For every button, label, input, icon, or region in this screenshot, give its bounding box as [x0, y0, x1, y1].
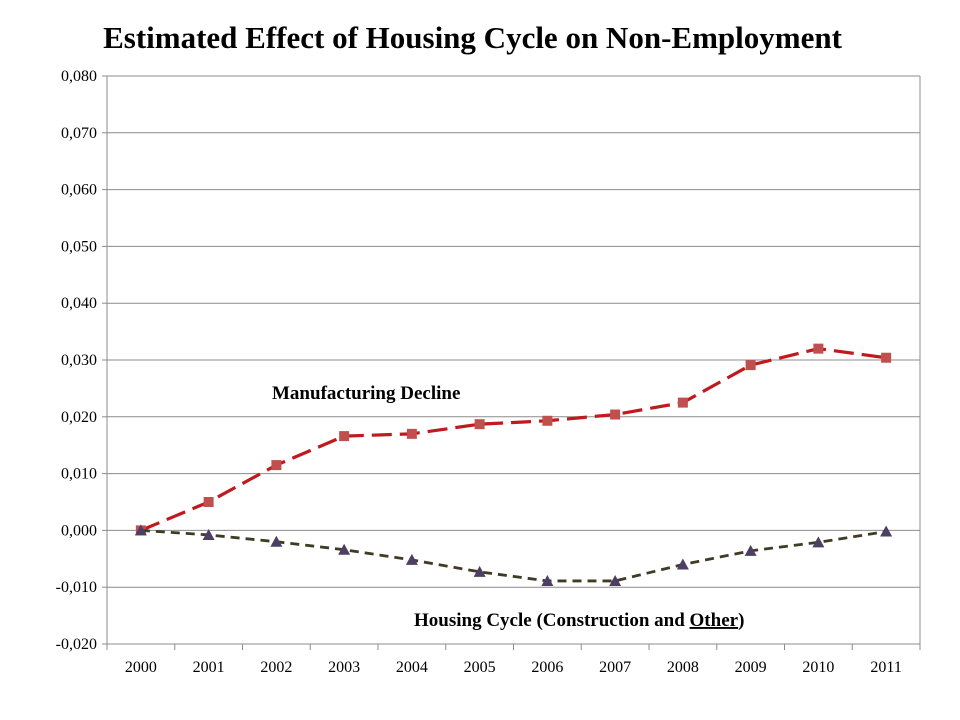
data-point-triangle: [202, 528, 215, 540]
data-point-square: [610, 409, 621, 420]
data-point-square: [677, 397, 688, 408]
series-line: [140, 529, 887, 583]
y-tick-label: 0,060: [61, 182, 97, 199]
data-point-square: [271, 460, 282, 471]
series-label-housing: Housing Cycle (Construction and Other): [414, 610, 744, 631]
data-point-square: [745, 360, 756, 371]
data-point-triangle: [812, 536, 825, 548]
data-point-triangle: [744, 544, 757, 556]
x-tick-label: 2003: [328, 659, 360, 676]
x-axis-tick-labels: 2000 2001 2002 2003 2004 2005 2006 2007 2008 2009…: [125, 659, 902, 676]
y-tick-label: 0,050: [61, 238, 97, 255]
chart-title: Estimated Effect of Housing Cycle on Non…: [103, 20, 842, 55]
data-point-triangle: [134, 524, 147, 536]
y-tick-label: 0,040: [61, 295, 97, 312]
y-tick-label: 0,020: [61, 409, 97, 426]
series-line: [140, 347, 887, 532]
data-point-square: [542, 415, 553, 426]
x-tick-label: 2008: [667, 659, 699, 676]
series-label-manufacturing: Manufacturing Decline: [272, 383, 460, 404]
data-point-triangle: [473, 565, 486, 577]
y-tick-label: -0,010: [56, 579, 97, 596]
data-point-square: [203, 497, 214, 507]
gridlines: [107, 75, 920, 645]
x-tick-label: 2005: [464, 659, 496, 676]
y-tick-label: 0,010: [61, 466, 97, 483]
x-tick-label: 2004: [396, 659, 428, 676]
x-tick-label: 2002: [260, 659, 292, 676]
data-point-triangle: [541, 574, 554, 586]
y-tick-label: 0,000: [61, 522, 97, 539]
series-housing-cycle: [134, 524, 893, 586]
data-point-triangle: [880, 525, 893, 537]
data-point-triangle: [609, 574, 622, 586]
data-point-triangle: [338, 543, 351, 555]
series-group: [134, 343, 893, 586]
x-tick-label: 2001: [193, 659, 225, 676]
x-tick-label: 2006: [531, 659, 563, 676]
x-tick-label: 2007: [599, 659, 631, 676]
data-point-square: [339, 431, 350, 442]
data-point-square: [406, 428, 417, 439]
y-tick-label: 0,070: [61, 125, 97, 142]
x-tick-label: 2010: [802, 659, 834, 676]
data-point-square: [813, 343, 824, 354]
x-tick-label: 2000: [125, 659, 157, 676]
y-tick-label: 0,080: [61, 68, 97, 85]
y-tick-label: -0,020: [56, 636, 97, 653]
x-tick-label: 2009: [735, 659, 767, 676]
data-point-triangle: [270, 535, 283, 547]
y-tick-label: 0,030: [61, 352, 97, 369]
data-point-square: [474, 419, 485, 430]
y-axis-tick-labels: -0,020 -0,010 0,000 0,010 0,020 0,030 0,040 0,0…: [56, 68, 97, 653]
data-point-triangle: [676, 558, 689, 570]
data-point-triangle: [405, 553, 418, 565]
data-point-square: [881, 352, 892, 363]
series-manufacturing-decline: [135, 343, 892, 536]
x-tick-label: 2011: [870, 659, 901, 676]
axes: [102, 75, 921, 650]
